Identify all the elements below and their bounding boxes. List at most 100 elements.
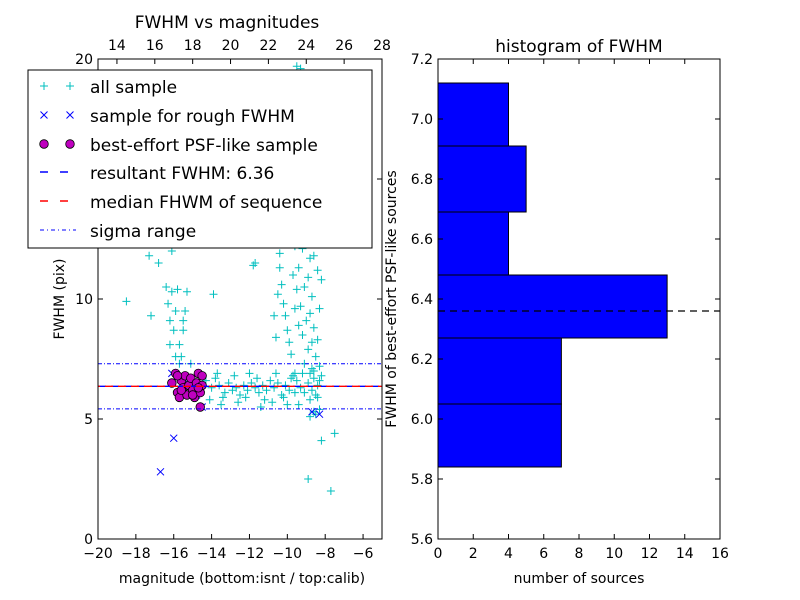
- legend-handle-psf-sample: [65, 139, 75, 149]
- histogram-bar: [437, 82, 509, 147]
- legend-label-resultant-fwhm: resultant FWHM: 6.36: [90, 164, 274, 184]
- left-x-axis-label: magnitude (bottom:isnt / top:calib): [119, 571, 365, 587]
- all-sample-point: [271, 369, 280, 378]
- all-sample-point: [154, 259, 163, 267]
- all-sample-point: [294, 263, 303, 272]
- all-sample-point: [283, 326, 292, 335]
- all-sample-point: [307, 364, 316, 373]
- all-sample-point: [304, 345, 313, 354]
- all-sample-point: [171, 352, 180, 361]
- all-sample-point: [309, 251, 318, 260]
- all-sample-point: [311, 410, 320, 419]
- psf-sample-point: [197, 371, 207, 381]
- all-sample-point: [243, 386, 252, 395]
- all-sample-point: [230, 371, 239, 380]
- all-sample-point: [279, 393, 288, 402]
- all-sample-point: [281, 311, 290, 320]
- psf-sample-point: [172, 371, 183, 381]
- all-sample-point: [307, 338, 316, 347]
- all-sample-point: [292, 376, 301, 385]
- histogram-bar: [437, 211, 509, 276]
- left-x-tick-label: −8: [315, 546, 336, 562]
- all-sample-point: [294, 321, 303, 330]
- all-sample-point: [147, 311, 156, 320]
- left-top-tick-label: 26: [335, 38, 353, 54]
- all-sample-point: [300, 283, 309, 291]
- left-y-tick-label: 5: [84, 412, 93, 428]
- right-y-tick-label: 5.8: [411, 472, 433, 488]
- histogram-bar: [437, 145, 527, 213]
- all-sample-point: [239, 381, 248, 390]
- left-top-tick-label: 20: [222, 38, 240, 54]
- histogram-bar: [437, 403, 562, 468]
- all-sample-point: [298, 369, 307, 378]
- legend-handle-psf-sample: [39, 139, 49, 149]
- rough-sample-point: [308, 407, 316, 416]
- all-sample-point: [232, 383, 241, 392]
- left-plot-clipped: [98, 62, 382, 495]
- all-sample-point: [317, 371, 326, 380]
- all-sample-point: [254, 388, 263, 397]
- left-x-tick-label: −10: [273, 546, 303, 562]
- all-sample-point: [270, 311, 279, 320]
- all-sample-point: [182, 287, 191, 296]
- right-x-tick-label: 0: [434, 546, 443, 562]
- all-sample-point: [260, 395, 269, 404]
- fwhm-histogram-chart: histogram of FWHM 0 2 4 6 8 10 12 14 16 5.6 5.8 6.0…: [384, 37, 729, 587]
- all-sample-point: [268, 398, 277, 407]
- legend-label-psf-sample: best-effort PSF-like sample: [90, 136, 318, 156]
- all-sample-point: [306, 309, 315, 318]
- right-x-axis-label: number of sources: [514, 571, 645, 587]
- all-sample-point: [313, 335, 322, 344]
- all-sample-point: [326, 487, 335, 495]
- right-x-tick-label: 12: [641, 546, 659, 562]
- all-sample-point: [273, 290, 282, 299]
- left-x-tick-label: −18: [121, 546, 151, 562]
- right-y-tick-label: 6.8: [411, 172, 433, 188]
- all-sample-point: [287, 350, 296, 359]
- right-y-tick-label: 6.2: [411, 352, 433, 368]
- left-x-tick-label: −12: [235, 546, 265, 562]
- right-plot-data: [437, 82, 720, 468]
- all-sample-point: [209, 290, 218, 299]
- right-y-tick-label: 7.2: [411, 52, 433, 68]
- left-x-tick-label: −14: [197, 546, 227, 562]
- right-x-tick-label: 14: [676, 546, 694, 562]
- legend-label-median-fwhm: median FHWM of sequence: [90, 193, 322, 213]
- all-sample-point: [173, 285, 182, 294]
- right-y-tick-label: 7.0: [411, 112, 433, 128]
- all-sample-point: [241, 393, 250, 402]
- histogram-bar: [437, 274, 668, 339]
- all-sample-point: [292, 285, 301, 294]
- legend-box: [27, 69, 373, 249]
- all-sample-point: [306, 369, 315, 378]
- left-x-tick-label: −6: [353, 546, 374, 562]
- all-sample-point: [271, 333, 280, 342]
- all-sample-point: [298, 331, 307, 339]
- all-sample-point: [164, 299, 173, 308]
- all-sample-point: [306, 395, 315, 404]
- all-sample-point: [330, 429, 339, 438]
- all-sample-point: [218, 393, 227, 402]
- psf-sample-point: [195, 402, 205, 412]
- all-sample-point: [256, 403, 265, 411]
- all-sample-point: [317, 436, 326, 445]
- psf-sample-point: [193, 383, 204, 393]
- all-sample-point: [207, 383, 216, 392]
- all-sample-point: [145, 251, 154, 260]
- right-y-tick-label: 6.4: [411, 292, 433, 308]
- all-sample-point: [313, 393, 322, 402]
- right-y-tick-label: 6.0: [411, 412, 433, 428]
- all-sample-point: [307, 292, 316, 301]
- all-sample-point: [179, 326, 188, 335]
- all-sample-point: [165, 340, 174, 349]
- all-sample-point: [309, 374, 318, 383]
- all-sample-point: [290, 304, 299, 313]
- all-sample-point: [304, 273, 313, 282]
- right-axis-ticks: 0 2 4 6 8 10 12 14 16 5.6 5.8 6.0 6.2 6.4 6.6 6.8 7.0 7.2: [411, 52, 729, 562]
- all-sample-point: [220, 388, 229, 397]
- all-sample-point: [165, 316, 174, 325]
- all-sample-point: [313, 266, 322, 275]
- all-sample-point: [171, 307, 180, 315]
- rough-sample-point: [156, 467, 165, 476]
